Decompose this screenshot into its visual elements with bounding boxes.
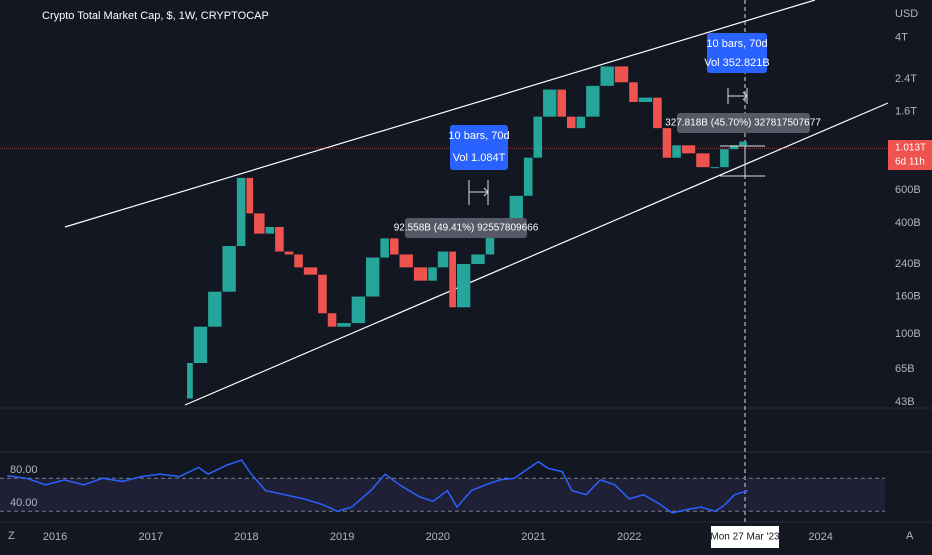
candle [327,313,337,327]
x-tick-label: 2021 [521,531,545,543]
y-tick-label: 100B [895,328,921,340]
candle [638,97,653,102]
x-tick-label: 2018 [234,531,258,543]
candle [193,326,208,364]
measure-label [677,113,810,133]
y-tick-label: 1.6T [895,105,917,117]
candle [284,251,294,255]
candle [471,254,485,264]
candle [739,141,747,146]
annotation: Vol 1.084T [453,152,506,164]
annotation: Vol 352.821B [704,57,769,69]
measure-box [707,33,767,73]
candle [586,85,600,117]
currency: USD [895,8,918,20]
candle [399,254,413,268]
candle [246,177,254,214]
corner-label[interactable]: Z [8,530,15,542]
candle [337,323,351,327]
measure-range [720,145,765,177]
y-tick-label: 43B [895,396,915,408]
candle [428,267,437,281]
trend-line [184,102,889,406]
candle [318,274,327,314]
candle [413,267,428,281]
candle [366,257,380,297]
trend-line [64,0,816,228]
y-tick-label: 240B [895,258,921,270]
candle [485,235,495,255]
candle [567,116,576,129]
candle [600,66,614,86]
measure-label [405,218,527,238]
measure-arrow [468,180,489,205]
candle [456,263,471,308]
candle [681,145,696,154]
crosshair-label-bg [711,526,779,548]
candle [294,254,303,268]
corner-label[interactable]: A [906,530,914,542]
candle [557,89,567,117]
x-tick-label: 2020 [426,531,450,543]
annotation: 327.818B (45.70%) 327817507677 [665,118,821,129]
price-label [888,140,932,170]
candle [672,145,681,158]
candle [614,66,629,83]
countdown: 6d 11h [895,157,925,168]
crosshair-label: Mon 27 Mar '23 [710,532,780,543]
candle [208,291,222,327]
y-tick-label: 400B [895,217,921,229]
plot-layer [0,66,888,514]
measure-arrow [727,88,748,104]
rsi-line [7,459,749,514]
y-tick-label: 2.4T [895,73,917,85]
candle [222,246,236,292]
candle [533,116,543,158]
annotation: 10 bars, 70d [448,130,509,142]
candle [653,97,662,129]
measure-box [450,125,508,170]
y-tick-label: 80.00 [10,464,38,476]
x-tick-label: 2022 [617,531,641,543]
y-tick-label: 40.00 [10,497,38,509]
x-tick-label: 2017 [138,531,162,543]
candle [380,238,389,258]
y-tick-label: 600B [895,184,921,196]
candle [729,145,739,150]
candle [236,177,246,247]
annotation: 92.558B (49.41%) 92557809666 [394,223,539,234]
candle [543,89,557,117]
y-tick-label: 4T [895,32,908,44]
candle [696,153,710,168]
annotation: 10 bars, 70d [706,38,767,50]
candle [629,82,638,102]
x-tick-label: 2024 [808,531,832,543]
candle [303,267,318,275]
candle [576,116,586,129]
candle [710,167,720,169]
candle [254,213,265,234]
y-tick-label: 65B [895,363,915,375]
candle [351,296,366,324]
x-tick-label: 2016 [43,531,67,543]
last-price: 1.013T [895,143,926,154]
candle [449,251,456,308]
candle [187,363,193,399]
y-tick-label: 160B [895,290,921,302]
candle [523,157,533,196]
candle [389,238,399,255]
x-tick-label: 2019 [330,531,354,543]
candle [662,128,672,158]
candle [275,227,284,252]
candle [437,251,449,268]
candle [265,227,275,234]
chart-title: Crypto Total Market Cap, $, 1W, CRYPTOCA… [42,10,269,22]
candle [720,149,729,168]
